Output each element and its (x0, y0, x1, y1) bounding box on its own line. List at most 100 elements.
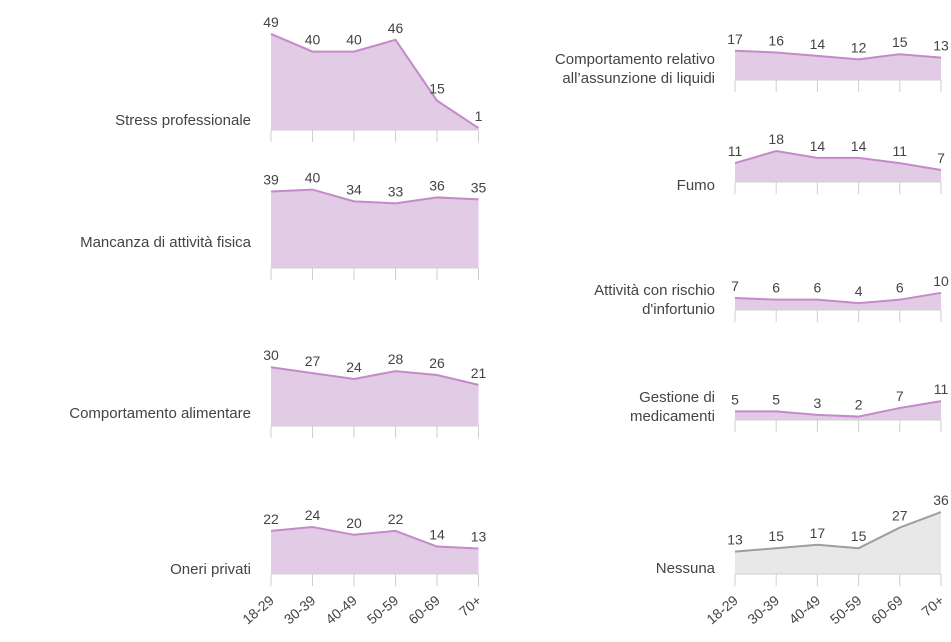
tick-label: 50-59 (827, 592, 865, 627)
data-label: 15 (429, 81, 445, 97)
tick-label: 18-29 (703, 592, 741, 627)
data-label: 33 (388, 183, 404, 199)
panel-label: Attività con rischio (594, 282, 715, 299)
tick-label: 70+ (918, 592, 946, 620)
data-label: 28 (388, 351, 404, 367)
data-label: 40 (346, 32, 362, 48)
data-label: 30 (263, 347, 279, 363)
data-label: 5 (772, 391, 780, 407)
data-label: 7 (896, 388, 904, 404)
line-comportamento-relativo-all-assunzione-di-liquidi (734, 49, 942, 61)
data-label: 1 (475, 108, 483, 124)
panel-label: Stress professionale (115, 112, 251, 129)
tick-label: 60-69 (405, 592, 443, 627)
panel-comportamento-relativo-all-assunzione-di-liquidi: 17 16 14 12 15 13 Comportamento relativo all’as… (555, 31, 949, 92)
data-label: 40 (305, 170, 321, 186)
panel-gestione-di-medicamenti: 5 5 3 2 7 11 Gestione di medicamenti (630, 381, 949, 432)
data-label: 14 (810, 138, 826, 154)
data-label: 3 (814, 395, 822, 411)
line-comportamento-alimentare (270, 366, 479, 386)
data-label: 11 (934, 381, 949, 397)
panel-nessuna: 13 15 17 15 27 36 Nessuna (656, 492, 949, 586)
data-label: 40 (305, 32, 321, 48)
data-label: 22 (263, 511, 279, 527)
data-label: 6 (896, 280, 904, 296)
tick-label: 40-49 (786, 592, 824, 627)
data-label: 6 (772, 280, 780, 296)
data-label: 4 (855, 283, 863, 299)
area-mancanza-di-attivita-fisica (271, 189, 479, 268)
data-label: 7 (937, 150, 945, 166)
tick-label: 40-49 (322, 592, 360, 627)
area-comportamento-relativo-all-assunzione-di-liquidi (735, 50, 941, 80)
panel-label: Mancanza di attività fisica (80, 234, 252, 251)
data-label: 15 (851, 528, 867, 544)
data-label: 14 (851, 138, 867, 154)
data-label: 27 (305, 353, 321, 369)
panel-label: medicamenti (630, 408, 715, 425)
data-label: 14 (429, 527, 445, 543)
panel-oneri-privati: 22 24 20 22 14 13 Oneri privati (170, 507, 486, 586)
data-label: 35 (471, 179, 487, 195)
data-label: 17 (810, 525, 826, 541)
panel-label: Comportamento relativo (555, 51, 715, 68)
area-gestione-di-medicamenti (735, 401, 941, 420)
data-label: 46 (388, 20, 404, 36)
data-label: 27 (892, 508, 908, 524)
line-attivita-con-rischio-d-infortunio (734, 291, 942, 305)
data-label: 49 (263, 14, 279, 30)
area-oneri-privati (271, 526, 479, 574)
tick-label: 70+ (456, 592, 484, 620)
area-comportamento-alimentare (271, 367, 479, 426)
data-label: 13 (471, 529, 487, 545)
data-label: 13 (933, 38, 949, 54)
panel-label: Gestione di (639, 389, 715, 406)
data-label: 2 (855, 397, 863, 413)
area-nessuna (735, 512, 941, 574)
data-label: 21 (471, 365, 487, 381)
panel-label: Comportamento alimentare (69, 405, 251, 422)
data-label: 5 (731, 391, 739, 407)
data-label: 13 (727, 532, 743, 548)
tick-label: 50-59 (364, 592, 402, 627)
tick-label: 30-39 (744, 592, 782, 627)
data-label: 22 (388, 511, 404, 527)
data-label: 15 (768, 528, 784, 544)
line-gestione-di-medicamenti (735, 400, 942, 418)
data-label: 12 (851, 39, 867, 55)
panel-fumo: 11 18 14 14 11 7 Fumo (677, 131, 945, 194)
panel-comportamento-alimentare: 30 27 24 28 26 21 Comportamento alimentare (69, 347, 486, 438)
panel-mancanza-di-attivita-fisica: 39 40 34 33 36 35 Mancanza di attività fisica (80, 170, 486, 280)
panel-label: all’assunzione di liquidi (562, 70, 715, 87)
data-label: 11 (893, 143, 908, 159)
area-fumo (735, 151, 941, 182)
panel-label: Fumo (677, 177, 715, 194)
line-nessuna (734, 511, 942, 553)
panel-label: d'infortunio (642, 301, 715, 318)
panel-label: Oneri privati (170, 561, 251, 578)
tick-label: 60-69 (868, 592, 906, 627)
data-label: 24 (305, 507, 321, 523)
data-label: 17 (727, 31, 743, 47)
line-oneri-privati (270, 525, 479, 550)
panel-label: Nessuna (656, 560, 716, 577)
data-label: 7 (731, 278, 739, 294)
line-fumo (734, 150, 942, 171)
data-label: 10 (933, 273, 949, 289)
data-label: 36 (429, 177, 445, 193)
data-label: 36 (933, 492, 949, 508)
data-label: 15 (892, 34, 908, 50)
data-label: 20 (346, 515, 362, 531)
line-stress-professionale (270, 33, 480, 129)
data-label: 24 (346, 359, 362, 375)
data-label: 6 (814, 280, 822, 296)
line-mancanza-di-attivita-fisica (270, 188, 479, 205)
data-label: 14 (810, 36, 826, 52)
tick-label: 30-39 (281, 592, 319, 627)
data-label: 18 (768, 131, 784, 147)
data-label: 34 (346, 181, 362, 197)
tick-label: 18-29 (239, 592, 277, 627)
data-label: 16 (768, 32, 784, 48)
area-stress-professionale (271, 33, 479, 130)
